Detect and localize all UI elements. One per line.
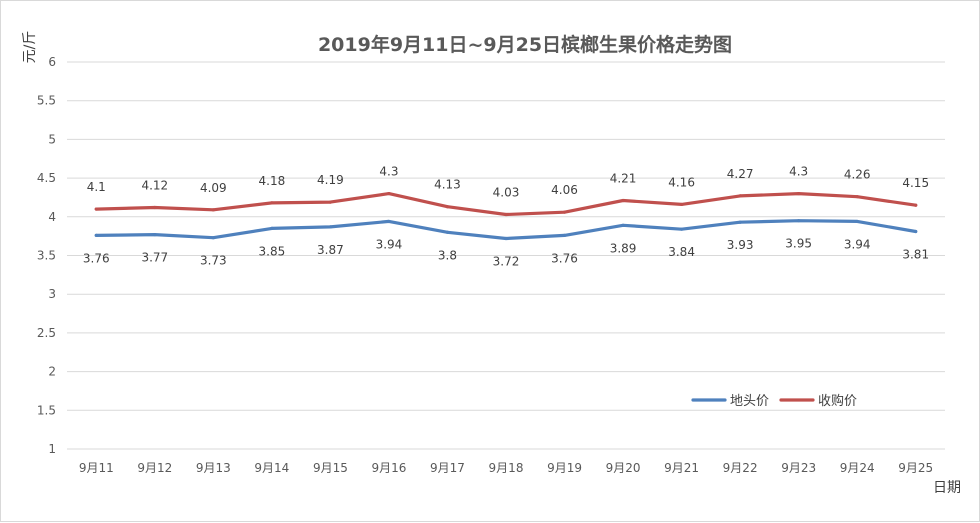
data-point [211,236,215,240]
y-axis-title: 元/斤 [22,31,38,64]
data-label: 4.3 [379,165,398,179]
data-point [94,207,98,211]
data-point [94,233,98,237]
y-tick-label: 5.5 [37,94,56,108]
data-point [445,205,450,209]
x-axis-ticks: 9月11 9月12 9月13 9月14 9月15 9月16 9月17 9月18 9月19 9月20… [79,461,933,475]
x-tick-label: 9月14 [254,461,289,475]
x-tick-label: 9月16 [371,461,406,475]
chart-title: 2019年9月11日~9月25日槟榔生果价格走势图 [318,33,732,56]
data-label: 4.13 [434,178,461,192]
data-label: 3.8 [438,248,457,262]
data-label: 4.18 [259,174,286,188]
data-label: 3.77 [141,251,168,265]
x-axis-title: 日期 [933,480,961,496]
data-point [621,198,625,203]
data-point [797,191,801,196]
data-label: 3.76 [83,251,110,265]
x-tick-label: 9月20 [606,461,641,475]
data-point [445,230,450,234]
data-point [328,200,332,204]
data-label: 3.89 [610,241,637,255]
data-label: 4.16 [668,175,695,189]
data-point [387,191,391,196]
data-point [562,210,567,214]
y-tick-label: 6 [48,55,56,69]
data-point [738,194,742,198]
data-label: 3.73 [200,254,227,268]
data-point [504,236,508,241]
data-labels: 3.76 3.77 3.73 3.85 3.87 3.94 3.8 3.72 3.76 3.89 3… [83,165,929,269]
data-point [153,205,157,210]
data-label: 4.26 [844,168,871,182]
data-point [738,220,742,224]
data-label: 4.06 [551,183,578,197]
data-point [680,202,684,207]
x-tick-label: 9月17 [430,461,465,475]
data-label: 4.1 [87,180,106,194]
x-tick-label: 9月24 [840,461,875,475]
series-lines [94,191,918,241]
x-tick-label: 9月13 [196,461,231,475]
data-label: 4.12 [141,179,168,193]
data-label: 4.03 [493,185,520,199]
data-point [621,223,625,227]
data-label: 4.21 [610,172,637,186]
data-label: 3.72 [493,254,520,268]
legend: 地头价 收购价 [691,393,857,409]
data-label: 3.87 [317,243,344,257]
legend-label-1: 收购价 [818,393,857,409]
data-point [387,219,391,224]
y-tick-label: 3.5 [37,249,56,263]
data-label: 3.81 [902,248,929,262]
y-tick-label: 3 [48,287,56,301]
x-tick-label: 9月25 [898,461,933,475]
data-point [855,195,859,199]
data-label: 3.85 [259,244,286,258]
data-point [328,225,332,229]
y-tick-label: 1.5 [37,403,56,417]
data-point [914,229,918,234]
data-point [914,203,918,207]
x-tick-label: 9月19 [547,461,582,475]
data-point [270,226,274,231]
y-axis-ticks: 1 1.5 2 2.5 3 3.5 4 4.5 5 5.5 6 [37,55,56,456]
data-point [153,233,157,237]
data-point [797,219,801,223]
data-point [562,233,567,237]
y-tick-label: 1 [48,442,56,456]
y-tick-label: 4 [48,210,56,224]
data-label: 4.3 [789,165,808,179]
data-point [504,212,508,217]
data-label: 3.84 [668,245,695,259]
data-label: 4.15 [902,176,929,190]
data-point [855,219,859,224]
data-label: 3.94 [844,237,871,251]
y-tick-label: 2.5 [37,326,56,340]
data-point [270,201,274,205]
y-tick-label: 4.5 [37,171,56,185]
data-label: 4.27 [727,167,754,181]
x-tick-label: 9月22 [723,461,758,475]
data-label: 3.95 [785,237,812,251]
data-point [211,208,215,212]
x-tick-label: 9月18 [489,461,524,475]
y-tick-label: 5 [48,132,56,146]
data-label: 4.19 [317,173,344,187]
data-label: 3.93 [727,238,754,252]
legend-label-0: 地头价 [730,394,769,409]
x-tick-label: 9月21 [664,461,699,475]
data-label: 4.09 [200,181,227,195]
data-label: 3.94 [376,237,403,251]
x-tick-label: 9月11 [79,461,114,475]
data-label: 3.76 [551,251,578,265]
grid-lines [67,61,945,450]
x-tick-label: 9月15 [313,461,348,475]
x-tick-label: 9月23 [781,461,816,475]
x-tick-label: 9月12 [137,461,172,475]
data-point [680,227,684,231]
y-tick-label: 2 [48,365,56,379]
